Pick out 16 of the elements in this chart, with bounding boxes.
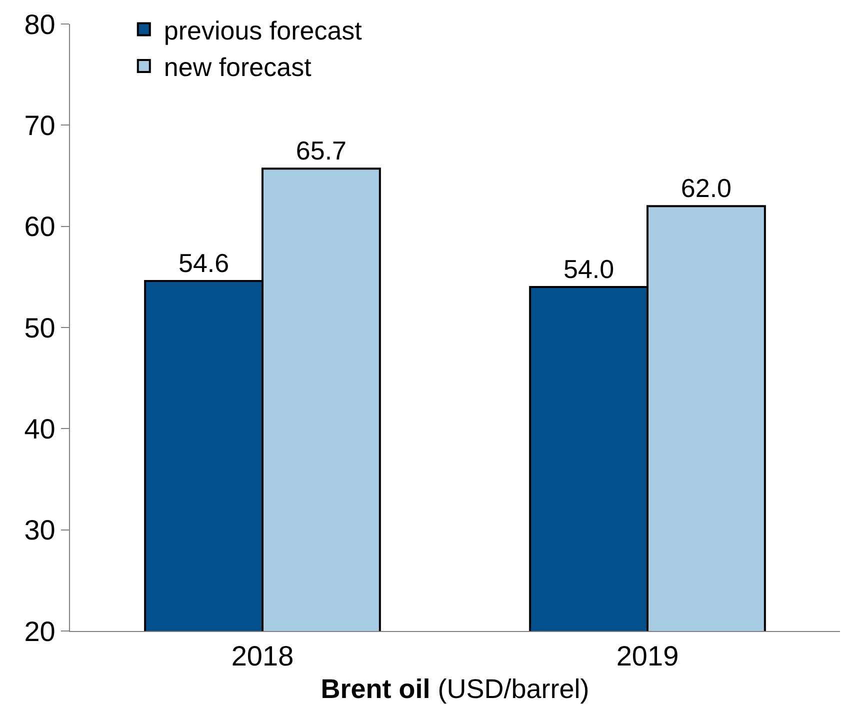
y-tick-label: 40	[24, 413, 56, 444]
y-tick-label: 30	[24, 514, 56, 546]
y-tick-label: 50	[24, 312, 56, 344]
x-tick-label: 2019	[616, 640, 679, 672]
y-tick-label: 80	[24, 8, 56, 40]
data-label: 54.0	[563, 254, 614, 284]
x-tick-label: 2018	[231, 640, 294, 672]
y-tick-label: 20	[24, 616, 56, 647]
data-label: 54.6	[178, 248, 230, 278]
legend-label: new forecast	[164, 52, 312, 82]
data-label: 65.7	[296, 136, 347, 166]
x-axis-title: Brent oil (USD/barrel)	[320, 674, 590, 704]
legend-label: previous forecast	[164, 15, 363, 46]
y-tick-label: 70	[24, 110, 56, 141]
data-label: 62.0	[680, 173, 732, 204]
y-tick-label: 60	[24, 211, 56, 242]
